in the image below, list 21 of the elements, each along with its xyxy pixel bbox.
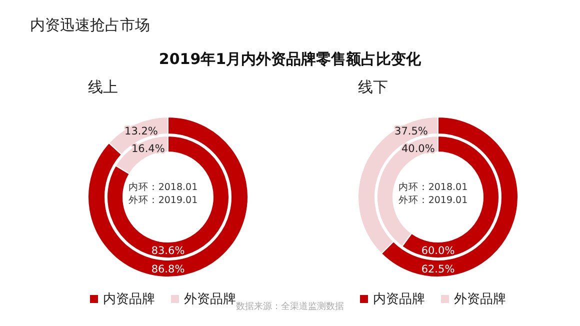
text: 内环：2018.01: [398, 181, 468, 193]
data-label: 62.5%: [421, 264, 455, 276]
source-note: 数据来源：全渠道监测数据: [236, 302, 344, 312]
text: 内资迅速抢占市场: [30, 16, 150, 35]
legend-label: 外资品牌: [454, 291, 506, 308]
chart-title: 线下: [358, 78, 388, 97]
text: 外环：2019.01: [128, 195, 198, 206]
chart-title: 线上: [88, 78, 118, 97]
text: 内环：2018.01: [128, 181, 198, 193]
data-label: 60.0%: [421, 245, 455, 257]
legend-label: 内资品牌: [103, 291, 155, 308]
data-label: 16.4%: [131, 142, 165, 155]
data-label: 86.8%: [151, 264, 185, 276]
data-label: 40.0%: [401, 142, 435, 155]
text: 外环：2019.01: [398, 195, 468, 206]
legend-label: 内资品牌: [373, 291, 425, 308]
data-label: 83.6%: [151, 245, 185, 257]
data-label: 13.2%: [124, 126, 158, 138]
data-label: 37.5%: [394, 126, 428, 138]
legend-label: 外资品牌: [184, 291, 236, 308]
text: 2019年1月内外资品牌零售额占比变化: [158, 50, 422, 69]
